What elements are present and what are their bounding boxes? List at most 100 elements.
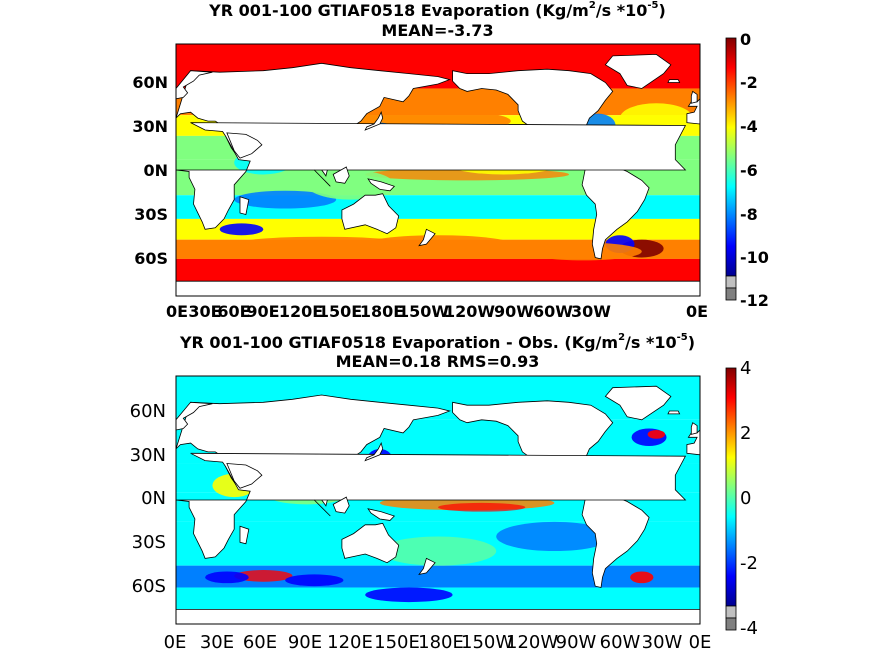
panel1-lon-tick: 30E [188,302,222,321]
panel2-lon-tick: 120W [506,632,559,653]
panel1-landmass [341,193,400,235]
panel2-lon-tick: 60W [599,632,641,653]
panel2-title-sup1: 2 [618,331,626,343]
panel1-field-anomaly [365,235,511,254]
panel2-field-anomaly [647,429,666,439]
panel1-map [175,43,701,297]
panel1-lon-tick: 150W [398,302,450,321]
panel1-colorbar-tick: -2 [740,73,758,92]
panel2-colorbar-swatch-light [725,605,737,619]
panel1-landmass [239,196,250,215]
panel2-field-anomaly [630,571,654,584]
panel1-landmass [226,132,263,159]
panel2-colorbar-gradient [725,367,737,607]
panel2-landmass [367,508,396,521]
panel1-lat-tick: 60N [132,73,168,92]
panel1-landmass [686,98,700,125]
panel2-landmass [176,452,687,559]
panel2-landmass [418,557,436,576]
panel2-landmass [176,609,700,624]
panel1-lat-tick: 30S [134,205,168,224]
panel2-lon-tick: 150E [374,632,420,653]
panel1-landmass [581,160,650,260]
panel2-lat-tick: 60N [129,401,166,422]
panel2-field-anomaly [438,502,526,512]
panel1-landmass [418,228,436,247]
panel2-landmass [314,499,331,517]
panel2-lon-tick: 90E [287,632,323,653]
panel2-colorbar-tick: 2 [740,423,752,444]
panel2-subtitle: MEAN=0.18 RMS=0.93 [335,352,540,371]
panel1-frame [175,43,701,297]
panel1-colorbar-tick: -8 [740,205,758,224]
panel1-landmass [364,111,384,131]
panel1-colorbar-swatch-light [725,275,737,289]
panel1-lon-tick: 120E [278,302,324,321]
panel1-colorbar-tick: -10 [740,248,769,267]
panel2-lat-tick: 60S [131,576,166,597]
panel1-lat-tick: 30N [132,117,168,136]
panel1-landmass [690,90,698,104]
panel2-landmass [364,441,384,462]
panel1-landmass [176,70,213,100]
panel2-landmass [690,422,698,435]
panel2-lon-tick: 0E [163,632,187,653]
panel1-colorbar-gradient [725,37,737,277]
panel2-colorbar-tick: 4 [740,358,752,379]
panel1-lat-tick: 0N [143,161,168,180]
panel2-colorbar-tick: -2 [740,553,758,574]
panel1-colorbar-swatch-missing [725,287,737,301]
panel1-title-sup1: 2 [588,0,596,11]
panel1-landmass [667,79,681,83]
panel1-lon-tick: 30W [571,302,611,321]
panel1-title: YR 001-100 GTIAF0518 Evaporation (Kg/m2/… [0,0,875,20]
panel1-title-mid: /s *10 [595,1,648,20]
panel2-field-anomaly [205,571,249,584]
panel2-landmass [341,522,400,564]
panel2-colorbar-tick: -4 [740,618,758,639]
panel1-lon-tick: 0E [685,302,709,321]
panel2-landmass [226,463,263,489]
panel2-title-mid: /s *10 [625,333,677,352]
panel2-lon-tick: 180E [418,632,464,653]
panel1-title-prefix: YR 001-100 GTIAF0518 Evaporation (Kg/m [209,1,589,20]
panel1-field-anomaly [307,170,395,200]
panel2-field-anomaly [379,536,497,566]
panel1-field-anomaly [525,242,642,261]
panel1-lon-tick: 0E [165,302,189,321]
panel2-title-prefix: YR 001-100 GTIAF0518 Evaporation - Obs. … [179,333,619,352]
panel2-title-suffix: ) [687,333,696,352]
panel1-landmass [332,166,350,184]
panel1-lon-tick: 150E [317,302,363,321]
panel2-frame [175,375,701,625]
panel2-landmass [239,525,250,545]
panel1-field-anomaly [219,223,264,236]
panel1-lon-tick: 120W [444,302,496,321]
panel2-lon-tick: 90W [555,632,597,653]
panel2-field-anomaly [496,521,613,552]
panel2-landmass [604,385,672,421]
panel1-colorbar-tick: -12 [740,291,769,310]
panel2-landmass [332,496,350,514]
panel2-lon-tick: 0E [688,632,712,653]
panel2-landmass [176,401,213,431]
panel2-title: YR 001-100 GTIAF0518 Evaporation - Obs. … [0,331,875,352]
panel2-field-anomaly [285,574,344,587]
panel2-colorbar-tick: 0 [740,488,752,509]
panel2-landmass [667,410,681,415]
panel1-lon-tick: 90E [246,302,280,321]
panel1-landmass [604,53,672,89]
panel2-lon-tick: 30W [641,632,683,653]
panel1-field-anomaly [234,236,409,252]
panel1-title-suffix: ) [658,1,666,20]
panel2-field-anomaly [365,587,453,603]
panel2-field-anomaly [234,570,293,582]
panel2-lon-tick: 30E [199,632,235,653]
panel1-landmass [176,122,687,230]
panel2-colorbar-swatch-missing [725,617,737,631]
panel1-lon-tick: 180E [359,302,405,321]
panel1-field-anomaly [234,190,337,209]
panel1-lon-tick: 90W [494,302,534,321]
panel1-lat-tick: 60S [134,249,168,268]
